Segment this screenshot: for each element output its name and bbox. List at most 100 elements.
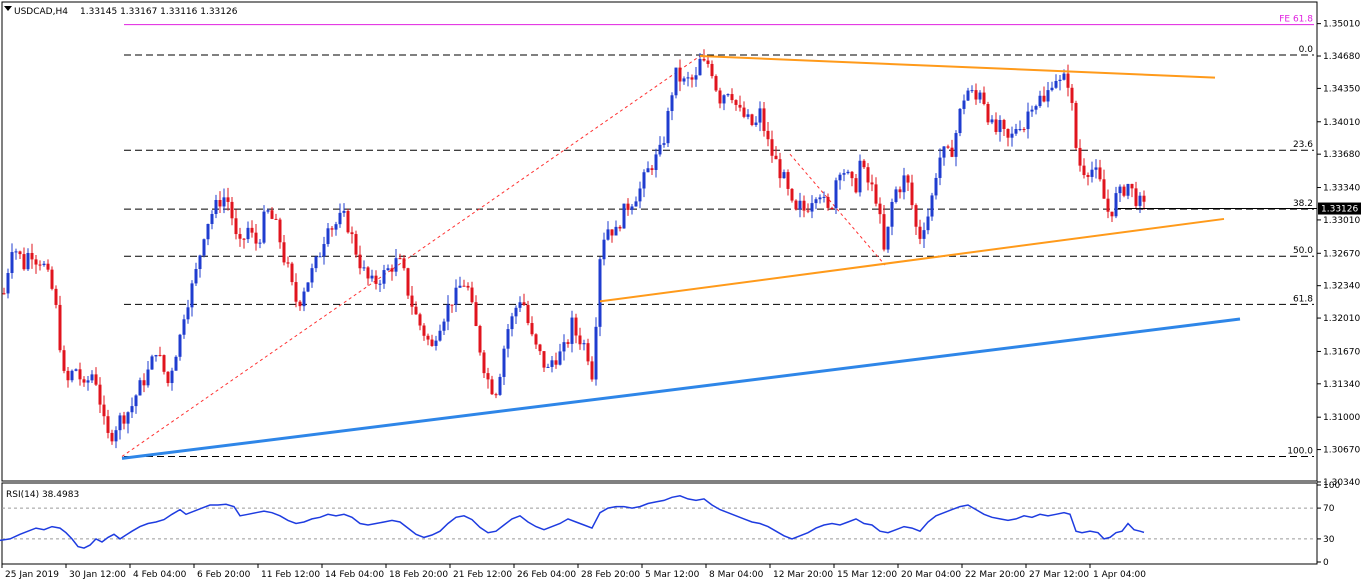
candle-bearish [730,88,734,104]
candle-bearish [774,146,778,160]
symbol-dropdown-icon[interactable] [4,6,12,11]
candle-bearish [286,256,290,268]
candle-bearish [102,395,106,425]
candle-bearish [1070,84,1074,111]
candle-bearish [1074,100,1078,151]
candle-bullish [686,71,690,87]
candle-bullish [454,279,458,313]
candle-bullish [894,186,898,204]
candle-bearish [238,227,242,247]
candle-bearish [226,187,230,211]
candle-bullish [70,369,74,383]
candle-bullish [1118,184,1122,203]
candle-bearish [82,376,86,387]
candle-bullish [570,310,574,353]
fib-level-label: 61.8 [1293,294,1313,304]
candle-bearish [1110,211,1114,222]
candle-bullish [446,295,450,331]
candle-bullish [342,203,346,217]
candle-bullish [782,169,786,179]
candle-bullish [962,94,966,115]
rsi-tick-label: 30 [1323,535,1335,545]
price-tick-label: 1.32340 [1323,282,1360,292]
candle-bullish [130,397,134,418]
candle-bullish [1058,74,1062,91]
candle-bearish [690,74,694,88]
time-tick-label: 4 Feb 04:00 [133,570,187,580]
candle-bearish [874,177,878,207]
candle-bullish [726,93,730,97]
candle-bullish [86,376,90,391]
price-tick-label: 1.32010 [1323,314,1360,324]
candle-bearish [706,56,710,68]
candle-bullish [1030,105,1034,117]
candle-bearish [742,101,746,119]
candle-bearish [618,225,622,232]
candle-bearish [850,171,854,187]
candle-bullish [954,130,958,167]
candle-bullish [606,221,610,241]
rsi-tick-label: 100 [1323,481,1340,491]
rsi-tick-label: 70 [1323,504,1335,514]
candle-bullish [1094,159,1098,179]
candle-bullish [818,194,822,204]
candle-bullish [1010,126,1014,147]
candle-bearish [242,237,246,249]
candle-bullish [458,276,462,288]
candle-bullish [1038,90,1042,108]
candle-bearish [470,281,474,304]
candle-bullish [978,90,982,104]
candle-bullish [654,148,658,178]
price-panel-border [1,1,1318,482]
candle-bullish [658,136,662,157]
candle-bearish [806,203,810,214]
candle-bullish [1114,186,1118,219]
candle-bearish [898,186,902,199]
candle-bullish [214,194,218,219]
time-tick-label: 18 Feb 20:00 [389,570,448,580]
candle-bullish [662,136,666,148]
time-tick-label: 11 Feb 12:00 [261,570,320,580]
candle-bearish [1006,128,1010,147]
candle-bearish [946,144,950,149]
candle-bullish [1014,123,1018,136]
candle-bullish [966,87,970,101]
candle-bearish [914,203,918,235]
candle-bearish [250,220,254,238]
candle-bullish [694,67,698,87]
candle-bearish [478,324,482,356]
candle-bullish [930,192,934,221]
candle-bullish [154,354,158,362]
candle-bullish [90,370,94,383]
candle-bullish [302,287,306,312]
candle-bearish [802,195,806,218]
candle-bullish [810,195,814,219]
candle-bearish [526,300,530,326]
candle-bearish [430,334,434,347]
candle-bullish [6,268,10,299]
candle-bearish [626,198,630,216]
rsi-label: RSI(14) 38.4983 [6,490,79,500]
candle-bullish [970,85,974,93]
candle-bearish [906,174,910,191]
candle-bearish [234,209,238,240]
candle-bearish [1086,172,1090,186]
candle-bullish [382,264,386,289]
last-price-label: 1.33126 [1321,205,1358,215]
candle-bearish [46,259,50,272]
time-tick-label: 8 Mar 04:00 [709,570,764,580]
candle-bearish [402,254,406,271]
candle-bearish [62,345,66,374]
candle-bearish [950,139,954,158]
candle-bearish [586,338,590,366]
candle-bearish [230,197,234,226]
candle-bearish [1106,189,1110,219]
candle-bearish [390,264,394,281]
candle-bullish [838,172,842,190]
time-tick-label: 20 Mar 04:00 [901,570,961,580]
candle-bullish [210,210,214,230]
candle-bullish [182,314,186,339]
candle-bullish [498,373,502,396]
candle-bearish [270,207,274,220]
